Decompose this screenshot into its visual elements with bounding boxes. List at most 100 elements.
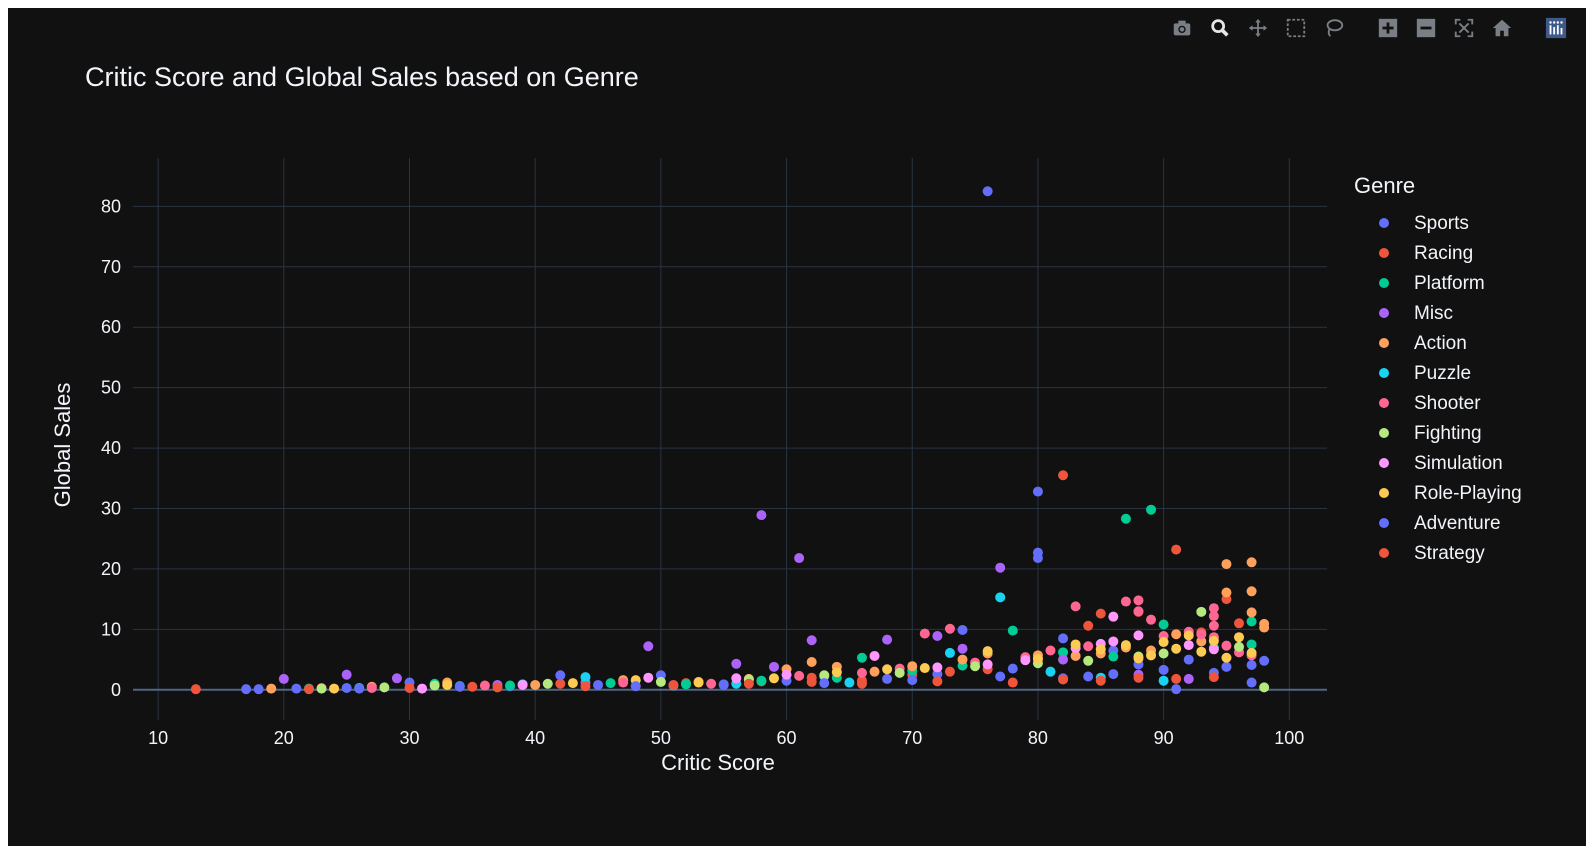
data-point[interactable] xyxy=(907,675,918,686)
data-point[interactable] xyxy=(995,592,1006,603)
data-point[interactable] xyxy=(1234,641,1245,652)
legend-marker[interactable] xyxy=(1379,278,1389,288)
data-point[interactable] xyxy=(1171,544,1182,555)
data-point[interactable] xyxy=(1246,677,1257,688)
data-point[interactable] xyxy=(1032,486,1043,497)
data-point[interactable] xyxy=(241,684,252,695)
box-select-icon[interactable] xyxy=(1280,14,1312,42)
data-point[interactable] xyxy=(1246,586,1257,597)
legend-marker[interactable] xyxy=(1379,218,1389,228)
zoom-in-icon[interactable] xyxy=(1372,14,1404,42)
data-point[interactable] xyxy=(1146,614,1157,625)
legend-item-label[interactable]: Puzzle xyxy=(1414,363,1471,384)
data-point[interactable] xyxy=(404,682,415,693)
data-point[interactable] xyxy=(530,679,541,690)
legend-item-label[interactable]: Fighting xyxy=(1414,423,1482,444)
camera-icon[interactable] xyxy=(1166,14,1198,42)
data-point[interactable] xyxy=(1196,646,1207,657)
data-point[interactable] xyxy=(831,667,842,678)
data-point[interactable] xyxy=(932,631,943,642)
data-point[interactable] xyxy=(1133,606,1144,617)
data-point[interactable] xyxy=(1246,616,1257,627)
data-point[interactable] xyxy=(743,678,754,689)
data-point[interactable] xyxy=(1133,672,1144,683)
data-point[interactable] xyxy=(1007,677,1018,688)
legend-item-label[interactable]: Action xyxy=(1414,333,1467,354)
data-point[interactable] xyxy=(768,661,779,672)
pan-icon[interactable] xyxy=(1242,14,1274,42)
data-point[interactable] xyxy=(1020,655,1031,666)
zoom-out-icon[interactable] xyxy=(1410,14,1442,42)
data-point[interactable] xyxy=(1196,629,1207,640)
data-point[interactable] xyxy=(1058,633,1069,644)
data-point[interactable] xyxy=(819,678,830,689)
data-point[interactable] xyxy=(1158,648,1169,659)
data-point[interactable] xyxy=(1208,603,1219,614)
data-point[interactable] xyxy=(768,673,779,684)
data-point[interactable] xyxy=(1095,644,1106,655)
legend-marker[interactable] xyxy=(1379,308,1389,318)
data-point[interactable] xyxy=(1133,595,1144,606)
data-point[interactable] xyxy=(1120,513,1131,524)
data-point[interactable] xyxy=(1032,653,1043,664)
data-point[interactable] xyxy=(844,677,855,688)
data-point[interactable] xyxy=(706,678,717,689)
data-point[interactable] xyxy=(1246,607,1257,618)
data-point[interactable] xyxy=(1083,641,1094,652)
data-point[interactable] xyxy=(1234,618,1245,629)
data-point[interactable] xyxy=(1070,650,1081,661)
legend-item-label[interactable]: Misc xyxy=(1414,303,1453,324)
data-point[interactable] xyxy=(341,682,352,693)
legend-item-label[interactable]: Shooter xyxy=(1414,393,1481,414)
data-point[interactable] xyxy=(1221,661,1232,672)
data-point[interactable] xyxy=(1083,620,1094,631)
data-point[interactable] xyxy=(517,679,528,690)
data-point[interactable] xyxy=(1045,645,1056,656)
data-point[interactable] xyxy=(593,679,604,690)
data-point[interactable] xyxy=(957,643,968,654)
data-point[interactable] xyxy=(1095,675,1106,686)
data-point[interactable] xyxy=(982,186,993,197)
data-point[interactable] xyxy=(1259,682,1270,693)
data-point[interactable] xyxy=(1234,632,1245,643)
data-point[interactable] xyxy=(907,661,918,672)
legend-marker[interactable] xyxy=(1379,488,1389,498)
data-point[interactable] xyxy=(1045,666,1056,677)
data-point[interactable] xyxy=(266,683,277,694)
data-point[interactable] xyxy=(1183,640,1194,651)
data-point[interactable] xyxy=(869,650,880,661)
data-point[interactable] xyxy=(1208,620,1219,631)
data-point[interactable] xyxy=(1196,636,1207,647)
data-point[interactable] xyxy=(1259,655,1270,666)
data-point[interactable] xyxy=(567,678,578,689)
data-point[interactable] xyxy=(1208,644,1219,655)
legend-marker[interactable] xyxy=(1379,368,1389,378)
data-point[interactable] xyxy=(1171,684,1182,695)
data-point[interactable] xyxy=(1221,640,1232,651)
data-point[interactable] xyxy=(882,634,893,645)
data-point[interactable] xyxy=(605,678,616,689)
data-point[interactable] xyxy=(995,671,1006,682)
data-point[interactable] xyxy=(1032,553,1043,564)
data-point[interactable] xyxy=(882,673,893,684)
plotly-logo-icon[interactable] xyxy=(1540,14,1572,42)
data-point[interactable] xyxy=(1221,559,1232,570)
data-point[interactable] xyxy=(932,676,943,687)
data-point[interactable] xyxy=(882,664,893,675)
data-point[interactable] xyxy=(944,647,955,658)
data-point[interactable] xyxy=(1070,601,1081,612)
data-point[interactable] xyxy=(366,682,377,693)
legend-marker[interactable] xyxy=(1379,458,1389,468)
data-point[interactable] xyxy=(1083,655,1094,666)
data-point[interactable] xyxy=(379,682,390,693)
data-point[interactable] xyxy=(681,679,692,690)
legend-item-label[interactable]: Sports xyxy=(1414,213,1469,234)
data-point[interactable] xyxy=(756,675,767,686)
data-point[interactable] xyxy=(1108,611,1119,622)
legend-marker[interactable] xyxy=(1379,518,1389,528)
data-point[interactable] xyxy=(995,562,1006,573)
data-point[interactable] xyxy=(417,683,428,694)
data-point[interactable] xyxy=(794,670,805,681)
data-point[interactable] xyxy=(505,680,516,691)
data-point[interactable] xyxy=(856,678,867,689)
